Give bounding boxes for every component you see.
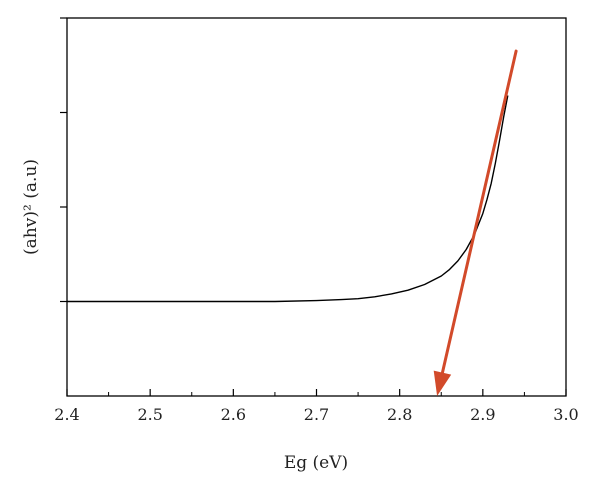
- series-layer: [67, 95, 509, 303]
- y-axis-ticks: [60, 17, 67, 303]
- x-axis-title: Eg (eV): [284, 453, 348, 473]
- plot-frame: [66, 17, 567, 397]
- x-tick-label: 2.5: [137, 405, 162, 424]
- x-tick-label: 2.7: [304, 405, 329, 424]
- x-tick-label: 3.0: [553, 405, 578, 424]
- x-tick-label: 2.6: [221, 405, 246, 424]
- annotation-layer: [433, 49, 518, 396]
- tangent-arrow-head: [433, 370, 452, 396]
- y-axis-title: (ahv)² (a.u): [21, 159, 41, 255]
- x-axis-ticks: 2.4 2.5 2.6 2.7 2.8 2.9 3.0: [54, 389, 579, 424]
- absorption-curve: [67, 95, 509, 303]
- x-tick-label: 2.4: [54, 405, 79, 424]
- x-tick-label: 2.9: [470, 405, 495, 424]
- x-tick-label: 2.8: [387, 405, 412, 424]
- tangent-arrow-shaft: [440, 49, 518, 375]
